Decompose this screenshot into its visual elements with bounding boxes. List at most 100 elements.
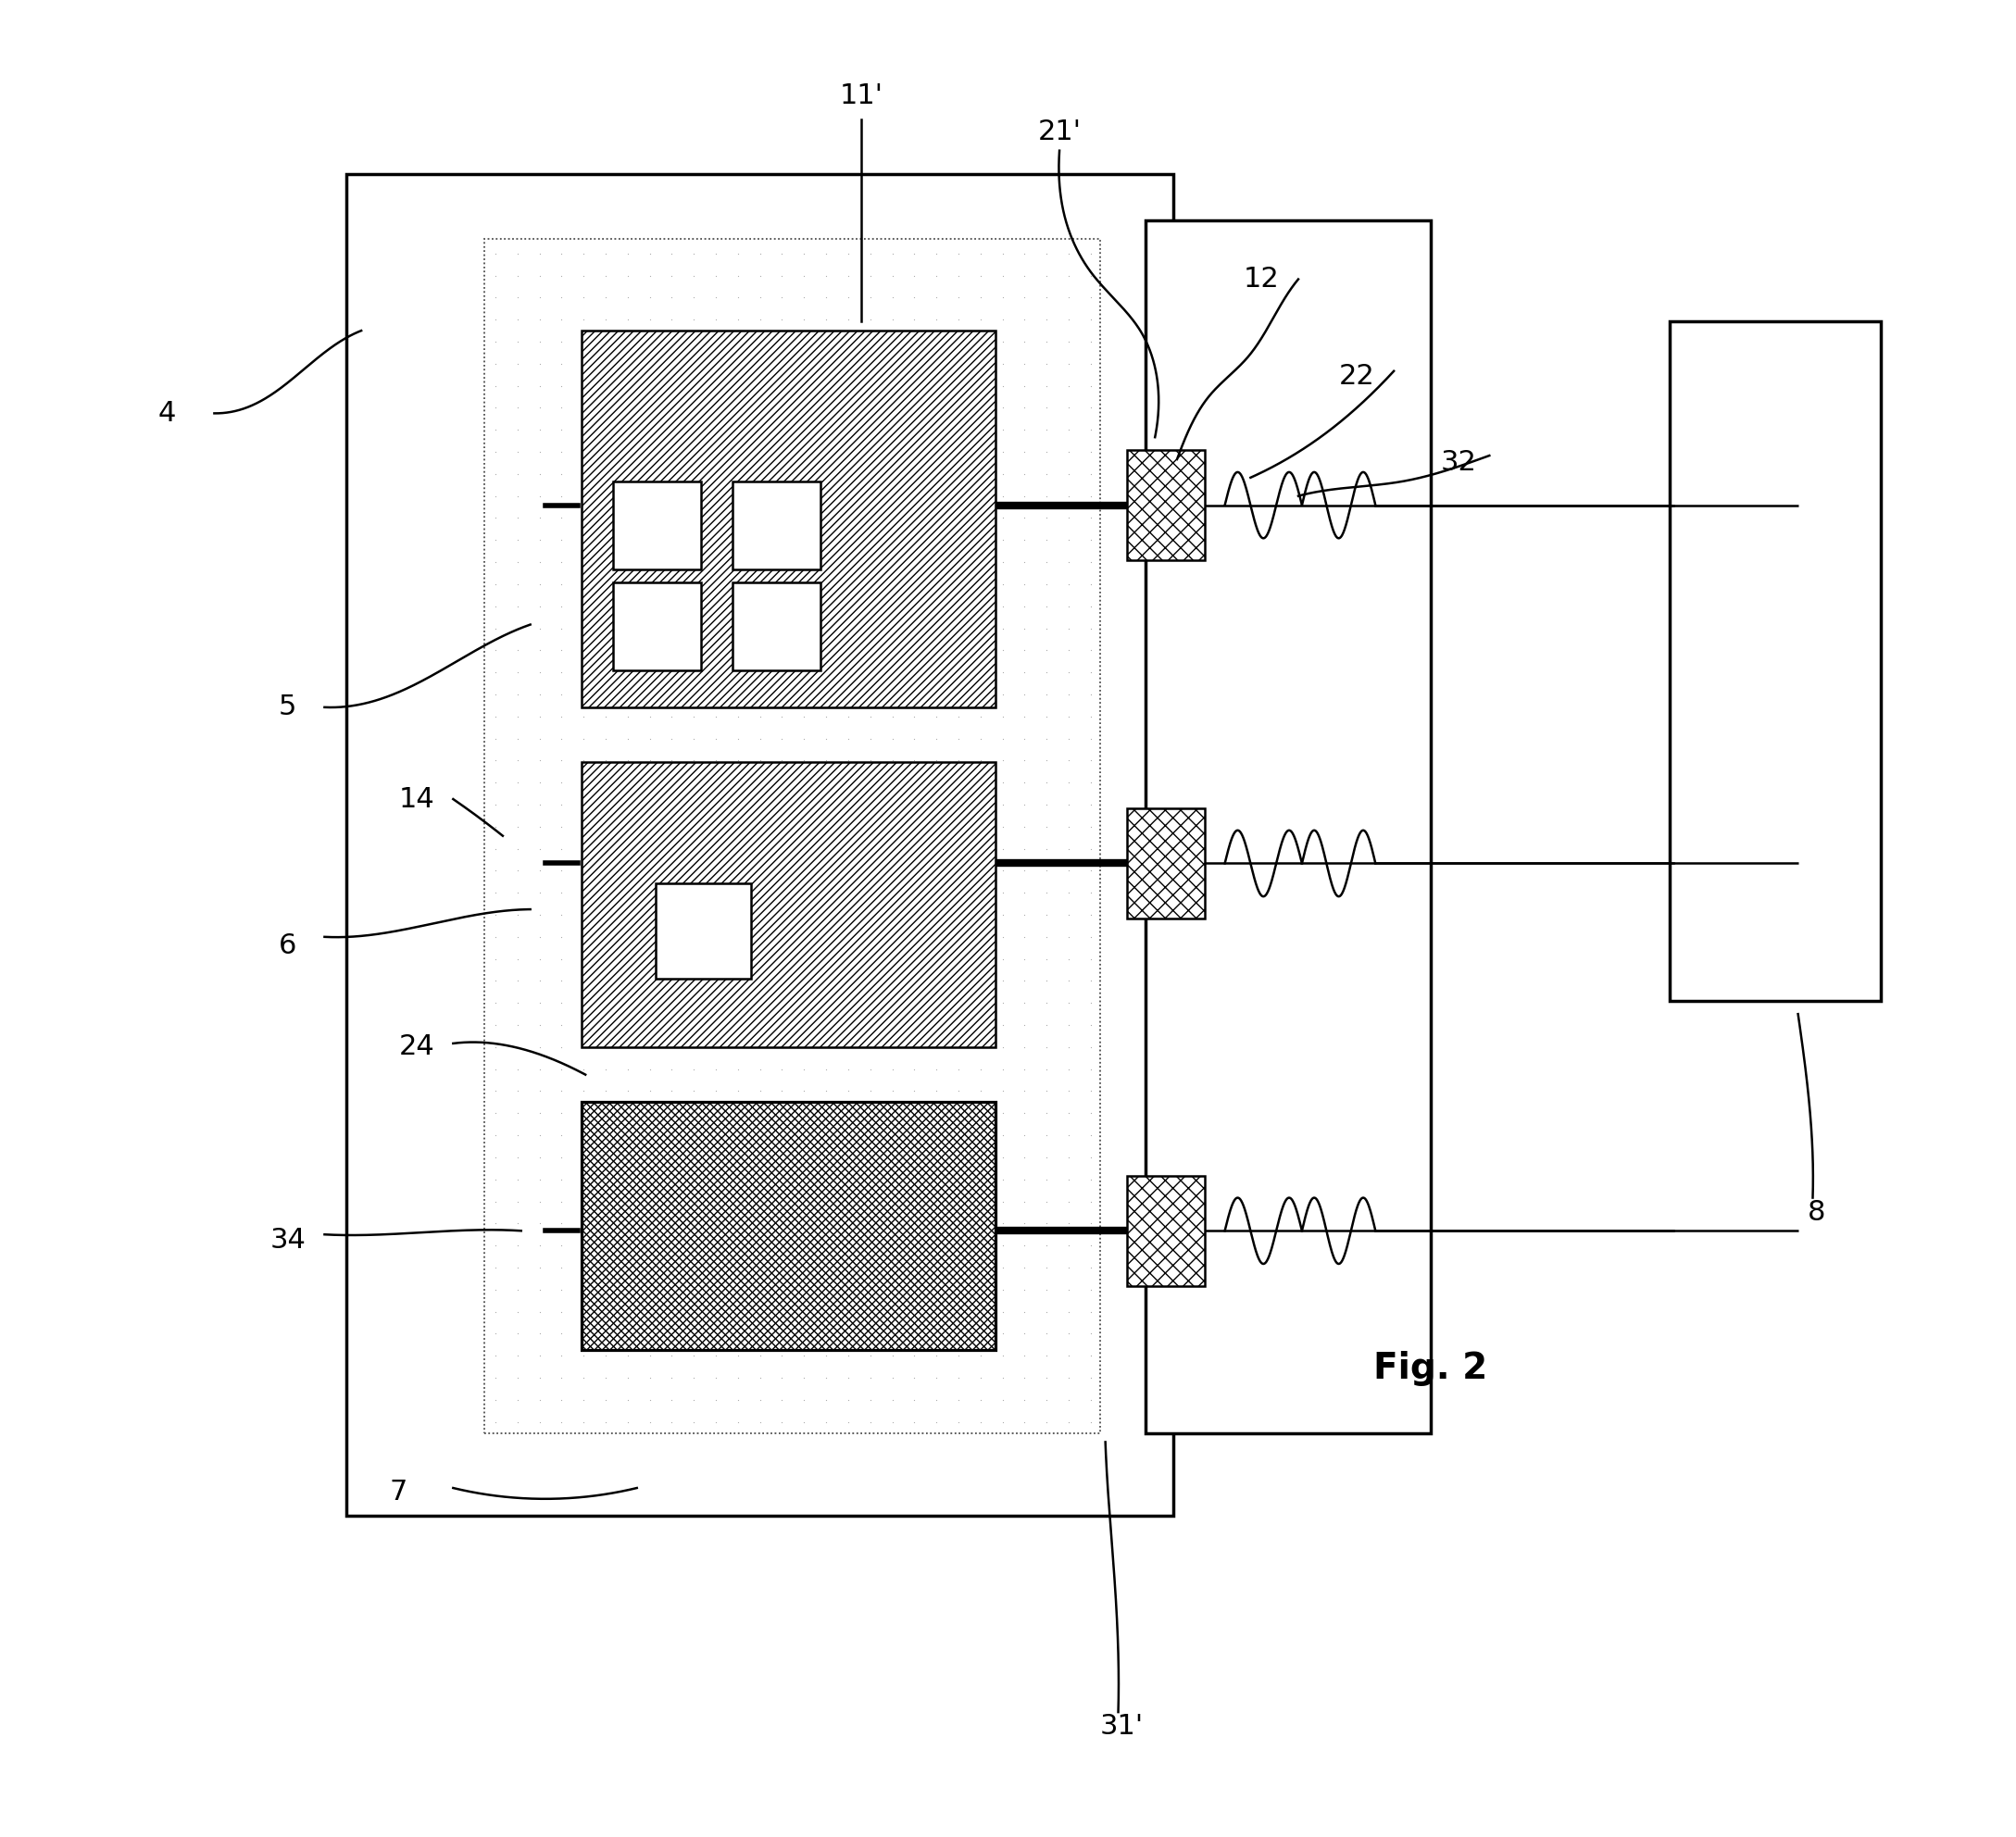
Point xyxy=(1075,636,1107,665)
Point xyxy=(1008,1319,1040,1348)
Point xyxy=(589,481,621,511)
Point xyxy=(941,1032,974,1062)
Point xyxy=(919,1143,952,1172)
Point xyxy=(589,283,621,312)
Point xyxy=(941,525,974,555)
Point xyxy=(744,1054,776,1084)
Point xyxy=(941,1121,974,1150)
Point xyxy=(810,349,843,378)
Point xyxy=(480,1209,512,1238)
Point xyxy=(633,636,665,665)
Point xyxy=(546,1165,579,1194)
Point xyxy=(1052,1165,1085,1194)
Point xyxy=(502,1032,534,1062)
Point xyxy=(524,1076,556,1106)
Point xyxy=(919,702,952,731)
Point xyxy=(986,1385,1018,1414)
Point xyxy=(1030,768,1062,797)
Point xyxy=(1075,1099,1107,1128)
Point xyxy=(1075,1407,1107,1437)
Point xyxy=(1052,1143,1085,1172)
Point xyxy=(1052,1253,1085,1282)
Point xyxy=(611,1319,643,1348)
Point xyxy=(566,658,599,687)
Point xyxy=(766,878,798,907)
Point xyxy=(1030,283,1062,312)
Point xyxy=(810,1076,843,1106)
Point xyxy=(655,1363,687,1392)
Point xyxy=(633,614,665,643)
Point xyxy=(899,1231,931,1260)
Point xyxy=(633,481,665,511)
Point xyxy=(964,327,996,356)
Point xyxy=(546,327,579,356)
Point xyxy=(546,459,579,489)
Point xyxy=(1075,415,1107,445)
Point xyxy=(788,856,821,885)
Point xyxy=(833,702,865,731)
Point xyxy=(480,790,512,819)
Point xyxy=(633,944,665,974)
Point xyxy=(677,1032,710,1062)
Point xyxy=(1052,239,1085,268)
Point xyxy=(546,812,579,841)
Point xyxy=(766,459,798,489)
Point xyxy=(611,1341,643,1370)
Point xyxy=(677,1319,710,1348)
Point xyxy=(941,636,974,665)
Point xyxy=(833,1121,865,1150)
Point xyxy=(611,327,643,356)
Point xyxy=(700,283,732,312)
Point xyxy=(855,1341,887,1370)
Point xyxy=(633,1143,665,1172)
Point xyxy=(986,1363,1018,1392)
Point xyxy=(941,592,974,621)
Point xyxy=(788,834,821,863)
Point xyxy=(566,525,599,555)
Point xyxy=(546,239,579,268)
Point xyxy=(899,239,931,268)
Point xyxy=(655,1099,687,1128)
Point xyxy=(611,503,643,533)
Point xyxy=(810,724,843,753)
Point xyxy=(589,371,621,400)
Point xyxy=(1030,966,1062,996)
Point xyxy=(611,790,643,819)
Text: 21': 21' xyxy=(1038,119,1081,145)
Point xyxy=(788,371,821,400)
Point xyxy=(877,547,909,577)
Point xyxy=(677,1121,710,1150)
Point xyxy=(1075,1297,1107,1326)
Point xyxy=(502,922,534,952)
Point xyxy=(855,856,887,885)
Point xyxy=(566,878,599,907)
Point xyxy=(524,1231,556,1260)
Bar xyxy=(613,582,702,671)
Point xyxy=(1008,1165,1040,1194)
Point xyxy=(1008,1231,1040,1260)
Point xyxy=(788,944,821,974)
Point xyxy=(833,1165,865,1194)
Point xyxy=(700,636,732,665)
Point xyxy=(677,834,710,863)
Point xyxy=(546,481,579,511)
Point xyxy=(1008,636,1040,665)
Point xyxy=(788,459,821,489)
Point xyxy=(655,1165,687,1194)
Point xyxy=(986,1143,1018,1172)
Point xyxy=(633,1099,665,1128)
Point xyxy=(677,1385,710,1414)
Point xyxy=(833,1407,865,1437)
Point xyxy=(919,966,952,996)
Point xyxy=(655,988,687,1018)
Point xyxy=(677,1054,710,1084)
Point xyxy=(855,1209,887,1238)
Point xyxy=(877,856,909,885)
Point xyxy=(855,592,887,621)
Point xyxy=(833,900,865,930)
Point xyxy=(833,481,865,511)
Point xyxy=(986,636,1018,665)
Point xyxy=(788,724,821,753)
Point xyxy=(744,636,776,665)
Point xyxy=(788,349,821,378)
